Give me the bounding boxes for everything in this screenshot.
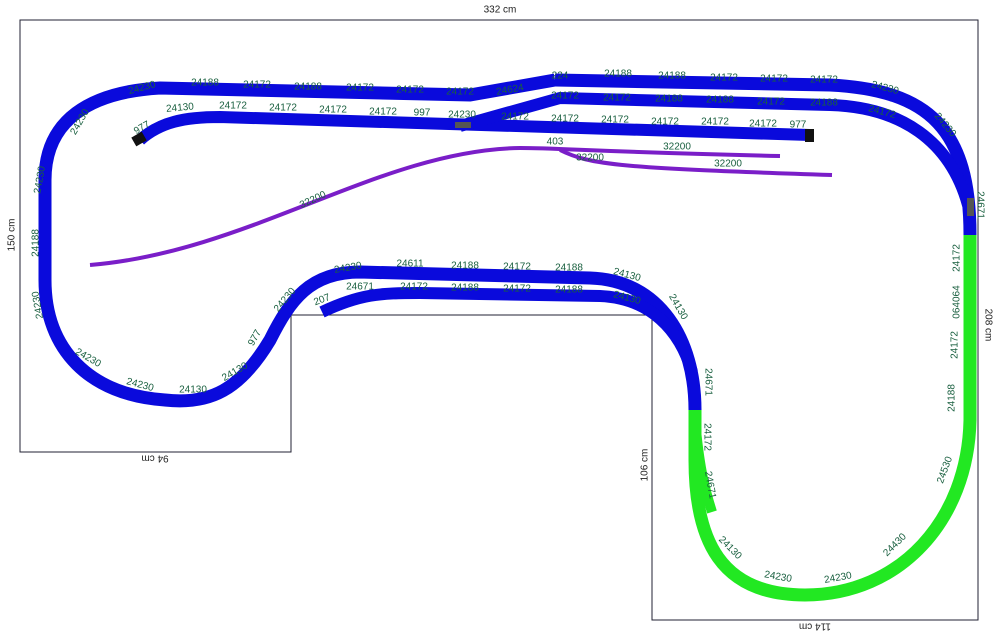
track-label: 977 (790, 120, 807, 131)
outer-loop-lower (38, 73, 702, 411)
track-label: 24188 (294, 82, 322, 93)
tracks (38, 73, 977, 602)
track-label: 24172 (346, 83, 374, 94)
track-label: 24172 (219, 101, 247, 112)
track-label: 24172 (551, 91, 579, 102)
track-label: 24172 (369, 107, 397, 118)
dimension-label: 150 cm (7, 219, 18, 252)
track-label: 24230 (333, 260, 363, 276)
track-label: 24172 (603, 93, 631, 104)
buffer (131, 131, 147, 147)
track-label: 24188 (706, 95, 734, 106)
green-spur (691, 429, 717, 514)
track-label: 24188 (31, 229, 42, 257)
track-label: 24230 (763, 569, 793, 585)
track-label: 24172 (396, 85, 424, 96)
track-label: 24172 (551, 114, 579, 125)
track-label: 24188 (191, 78, 219, 89)
switch-motor (967, 198, 974, 216)
siding-purple (89, 145, 781, 267)
track-label: 32200 (663, 142, 691, 153)
track-label: 24671 (974, 191, 985, 219)
track-label: 24188 (555, 285, 583, 296)
dimension-label: 106 cm (640, 449, 651, 482)
track-label: 24230 (448, 110, 476, 121)
track-label: 24188 (451, 283, 479, 294)
track-label: 24188 (655, 94, 683, 105)
track-label: 24172 (269, 103, 297, 114)
track-label: 24172 (701, 117, 729, 128)
track-label: 24172 (950, 331, 961, 359)
track-label: 24172 (760, 74, 788, 85)
track-label: 24172 (749, 119, 777, 130)
track-label: 24188 (451, 261, 479, 272)
track-label: 32200 (576, 153, 604, 164)
track-label: 24130 (166, 101, 195, 114)
track-label: 32200 (298, 189, 328, 211)
buffer (805, 129, 814, 142)
track-label: 24172 (710, 73, 738, 84)
dimension-label: 114 cm (799, 620, 831, 631)
track-label: 24671 (702, 470, 718, 500)
green-section (688, 235, 977, 602)
track-label: 24230 (30, 290, 46, 320)
track-label: 064064 (952, 285, 963, 319)
track-label: 24172 (757, 97, 785, 108)
track-label: 24188 (555, 263, 583, 274)
track-label: 24188 (947, 384, 958, 412)
track-label: 24671 (702, 368, 713, 396)
dimension-label: 208 cm (982, 309, 993, 342)
track-label: 403 (547, 137, 564, 148)
second-row-right (458, 91, 974, 207)
dimension-label: 94 cm (141, 452, 168, 463)
track-label: 24530 (935, 455, 955, 485)
dimension-label: 332 cm (484, 5, 517, 16)
track-label: 24230 (32, 165, 48, 195)
labels: 332 cm 150 cm 94 cm 106 cm 114 cm 208 cm 24230… (7, 5, 994, 632)
track-label: 24172 (651, 117, 679, 128)
switch-motor (455, 122, 471, 128)
track-label: 24130 (179, 385, 207, 396)
track-label: 24671 (346, 282, 374, 293)
track-label: 24172 (701, 423, 712, 451)
track-label: 24172 (810, 75, 838, 86)
siding-purple-2 (559, 148, 833, 177)
track-label: 24172 (501, 112, 529, 123)
track-label: 24172 (503, 262, 531, 273)
track-label: 24172 (446, 87, 474, 98)
track-label: 24188 (658, 71, 686, 82)
track-label: 24624 (495, 82, 525, 98)
lower-inner (319, 286, 698, 374)
second-row (135, 110, 811, 145)
track-label: 24172 (243, 80, 271, 91)
track-label: 24611 (396, 259, 424, 270)
track-label: 32200 (714, 159, 742, 170)
track-label: 24188 (810, 98, 838, 109)
track-label: 224 (552, 71, 569, 82)
track-label: 997 (414, 108, 431, 119)
track-label: 24172 (319, 105, 347, 116)
track-label: 24230 (823, 570, 853, 586)
track-label: 24172 (400, 282, 428, 293)
track-label: 24172 (503, 284, 531, 295)
track-label: 24172 (952, 244, 963, 272)
track-label: 24188 (604, 69, 632, 80)
track-label: 24172 (601, 115, 629, 126)
